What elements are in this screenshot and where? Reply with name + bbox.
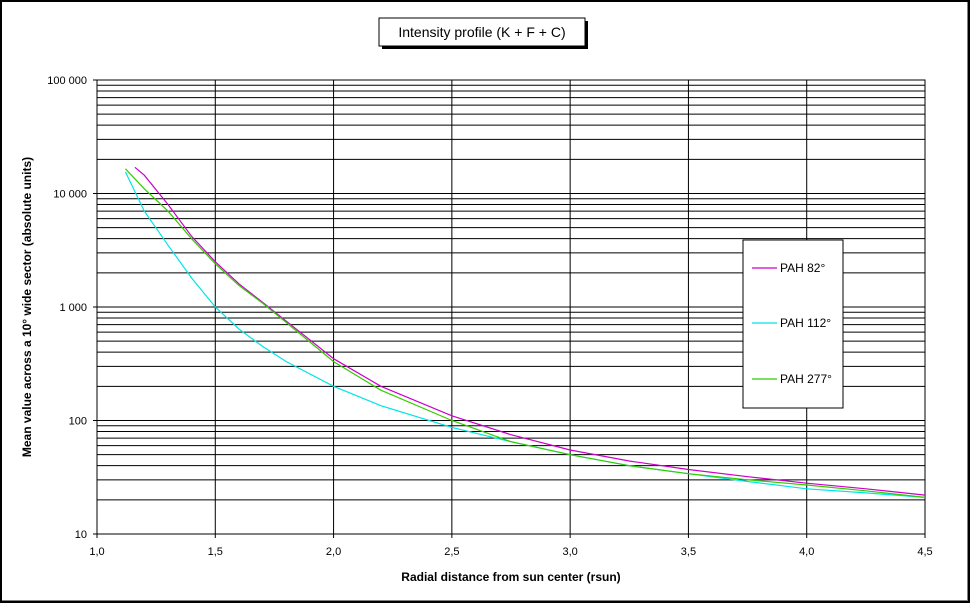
x-tick-label: 2,5 (444, 546, 459, 558)
legend-label-1: PAH 82° (780, 261, 825, 275)
x-tick-label: 4,5 (917, 546, 932, 558)
y-tick-label: 10 (75, 529, 87, 541)
y-axis-ticks: 10 100 1 000 10 000 100 000 (47, 75, 97, 541)
y-tick-label: 100 000 (47, 75, 87, 87)
chart-title-box (378, 17, 586, 47)
y-tick-label: 10 000 (53, 189, 87, 201)
series-layer (124, 166, 926, 498)
legend: PAH 82° PAH 112° PAH 277° (752, 261, 832, 386)
x-tick-label: 3,0 (562, 546, 577, 558)
x-tick-label: 3,5 (681, 546, 696, 558)
chart-title: Intensity profile (K + F + C) (398, 24, 565, 40)
x-tick-label: 1,5 (208, 546, 223, 558)
x-axis-ticks: 1,0 1,5 2,0 2,5 3,0 3,5 4,0 4,5 (89, 534, 933, 558)
x-tick-label: 1,0 (89, 546, 104, 558)
x-tick-label: 4,0 (799, 546, 814, 558)
series-line-3 (124, 168, 926, 498)
legend-label-2: PAH 112° (780, 316, 831, 330)
legend-label-3: PAH 277° (780, 372, 832, 386)
x-tick-label: 2,0 (326, 546, 341, 558)
y-tick-label: 100 (69, 416, 87, 428)
x-axis-label: Radial distance from sun center (rsun) (401, 570, 620, 584)
y-axis-label: Mean value across a 10° wide sector (abs… (20, 157, 34, 457)
series-line-2 (124, 171, 926, 498)
y-tick-label: 1 000 (59, 302, 87, 314)
series-line-1 (134, 166, 926, 496)
